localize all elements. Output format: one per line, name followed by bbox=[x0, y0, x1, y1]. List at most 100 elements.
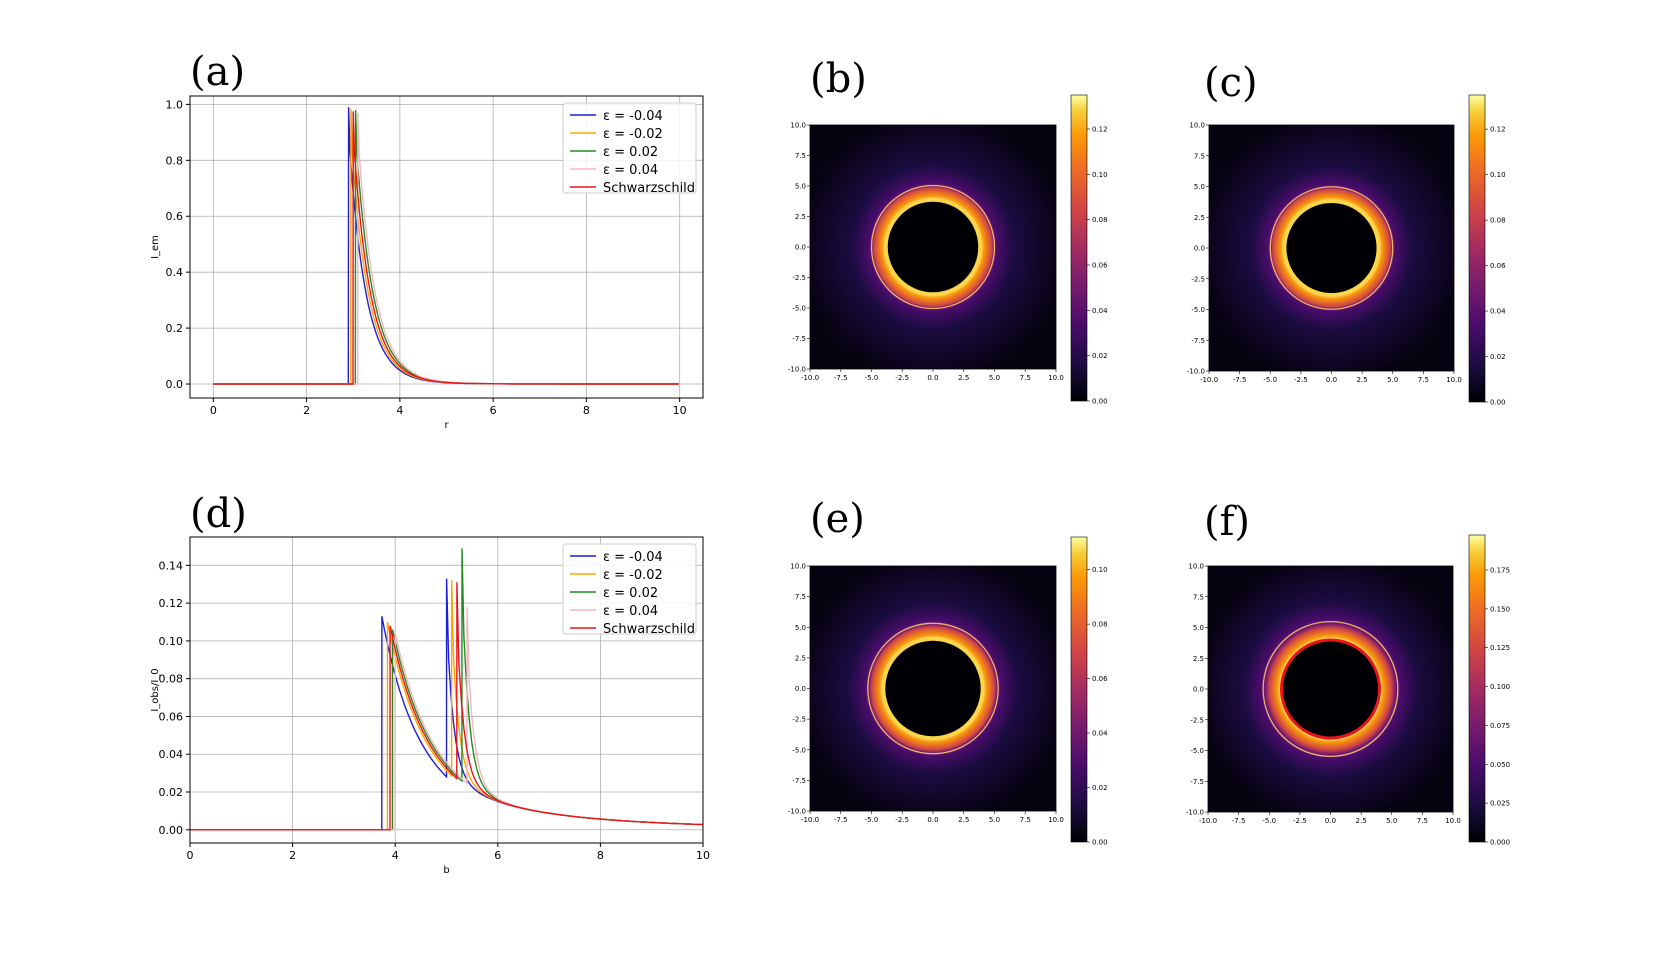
colorbar-tick-label: 0.10 bbox=[1490, 171, 1506, 179]
y-tick-label: -2.5 bbox=[792, 716, 806, 724]
panel-label-b: (b) bbox=[810, 56, 867, 102]
colorbar-tick-label: 0.06 bbox=[1092, 262, 1108, 270]
x-tick-label: 10.0 bbox=[1048, 816, 1064, 824]
heatmap-c: -10.0 -7.5 -5.0 -2.5 0.0 2.5 5.0 7.5 10.0 10.0 7.5… bbox=[1187, 94, 1506, 407]
plot-frame bbox=[189, 95, 704, 399]
y-tick-label: 10.0 bbox=[790, 122, 806, 130]
legend-label: Schwarzschild bbox=[603, 622, 695, 637]
panel-label-f: (f) bbox=[1204, 499, 1250, 545]
legend-box bbox=[562, 102, 697, 194]
x-tick-label: -5.0 bbox=[865, 816, 879, 824]
y-tick-label: 0.04 bbox=[159, 748, 184, 761]
legend-label: Schwarzschild bbox=[603, 181, 695, 196]
x-tick-label: 4 bbox=[392, 849, 399, 862]
x-tick-label: -7.5 bbox=[1233, 376, 1247, 384]
y-tick-label: -7.5 bbox=[1190, 778, 1204, 786]
y-tick-label: 7.5 bbox=[1194, 152, 1205, 160]
x-tick-label: 0 bbox=[210, 404, 217, 417]
colorbar-tick-label: 0.02 bbox=[1092, 784, 1108, 792]
y-tick-label: -7.5 bbox=[792, 777, 806, 785]
y-tick-label: 0.08 bbox=[159, 673, 184, 686]
legend-label: ε = 0.04 bbox=[603, 604, 658, 619]
y-tick-label: -5.0 bbox=[1191, 306, 1205, 314]
x-tick-label: 2.5 bbox=[958, 816, 969, 824]
y-tick-label: -10.0 bbox=[1187, 368, 1205, 376]
inner-edge bbox=[882, 637, 984, 740]
x-tick-label: 0.0 bbox=[1326, 376, 1337, 384]
x-tick-label: -5.0 bbox=[865, 374, 879, 382]
x-tick-label: 0.0 bbox=[927, 374, 938, 382]
y-tick-label: 0.12 bbox=[159, 597, 184, 610]
y-tick-label: -2.5 bbox=[792, 274, 806, 282]
y-axis-label: I_em bbox=[150, 235, 161, 259]
x-tick-label: 5.0 bbox=[1387, 376, 1398, 384]
y-tick-label: 0.0 bbox=[1194, 245, 1205, 253]
colorbar bbox=[1070, 536, 1088, 843]
photon-ring bbox=[1269, 186, 1394, 310]
y-tick-label: 5.0 bbox=[795, 624, 806, 632]
shadow-disk bbox=[883, 639, 983, 738]
x-tick-label: -5.0 bbox=[1262, 817, 1276, 825]
y-tick-label: 5.0 bbox=[1193, 624, 1204, 632]
panel-label-a: (a) bbox=[190, 49, 245, 95]
x-tick-label: 0.0 bbox=[1325, 817, 1336, 825]
y-tick-label: 1.0 bbox=[166, 98, 184, 111]
y-tick-label: 0.06 bbox=[159, 710, 184, 723]
inner-edge bbox=[1283, 199, 1380, 297]
colorbar-tick-label: 0.06 bbox=[1092, 675, 1108, 683]
x-tick-label: 0 bbox=[187, 849, 194, 862]
y-tick-label: 0.2 bbox=[166, 322, 184, 335]
y-tick-label: -5.0 bbox=[792, 746, 806, 754]
x-tick-label: 4 bbox=[396, 404, 403, 417]
colorbar-tick-label: 0.100 bbox=[1490, 683, 1510, 691]
y-tick-label: 0.6 bbox=[166, 210, 184, 223]
colorbar-tick-label: 0.06 bbox=[1490, 262, 1506, 270]
colorbar-tick-label: 0.02 bbox=[1490, 353, 1506, 361]
x-tick-label: 2.5 bbox=[1356, 817, 1367, 825]
y-tick-label: 2.5 bbox=[1194, 214, 1205, 222]
y-tick-label: -10.0 bbox=[788, 366, 806, 374]
x-tick-label: 8 bbox=[597, 849, 604, 862]
colorbar-tick-label: 0.175 bbox=[1490, 566, 1510, 574]
y-tick-label: 0.8 bbox=[166, 154, 184, 167]
colorbar-tick-label: 0.10 bbox=[1092, 171, 1108, 179]
y-tick-label: 0.02 bbox=[159, 786, 184, 799]
y-tick-label: 0.10 bbox=[159, 635, 184, 648]
x-tick-label: -10.0 bbox=[801, 816, 819, 824]
x-tick-label: -7.5 bbox=[834, 374, 848, 382]
x-axis-label: r bbox=[444, 420, 449, 431]
legend-label: ε = 0.02 bbox=[603, 145, 658, 160]
y-tick-label: 2.5 bbox=[795, 654, 806, 662]
x-tick-label: 8 bbox=[583, 404, 590, 417]
colorbar-tick-label: 0.050 bbox=[1490, 761, 1510, 769]
x-tick-label: -10.0 bbox=[1199, 817, 1217, 825]
x-tick-label: 6 bbox=[494, 849, 501, 862]
plot-frame bbox=[189, 536, 704, 844]
y-tick-label: 10.0 bbox=[1188, 563, 1204, 571]
x-tick-label: -10.0 bbox=[1200, 376, 1218, 384]
x-tick-label: 5.0 bbox=[989, 816, 1000, 824]
y-tick-label: -2.5 bbox=[1190, 716, 1204, 724]
colorbar-tick-label: 0.02 bbox=[1092, 352, 1108, 360]
colorbar-tick-label: 0.125 bbox=[1490, 644, 1510, 652]
x-tick-label: -2.5 bbox=[895, 374, 909, 382]
series-line-4 bbox=[213, 111, 679, 385]
panel-label-e: (e) bbox=[810, 496, 865, 542]
x-tick-label: 2 bbox=[303, 404, 310, 417]
legend-label: ε = -0.02 bbox=[603, 127, 663, 142]
y-tick-label: 7.5 bbox=[1193, 593, 1204, 601]
colorbar-tick-label: 0.00 bbox=[1490, 399, 1506, 407]
colorbar-tick-label: 0.150 bbox=[1490, 605, 1510, 613]
x-tick-label: 10 bbox=[696, 849, 710, 862]
photon-ring bbox=[870, 184, 996, 310]
colorbar-tick-label: 0.00 bbox=[1092, 839, 1108, 847]
colorbar-tick-label: 0.000 bbox=[1490, 839, 1510, 847]
photon-ring bbox=[1262, 620, 1399, 758]
shadow-disk bbox=[1284, 201, 1379, 295]
x-tick-label: 7.5 bbox=[1418, 376, 1429, 384]
y-tick-label: -2.5 bbox=[1191, 275, 1205, 283]
colorbar-tick-label: 0.04 bbox=[1490, 308, 1506, 316]
y-tick-label: 0.4 bbox=[166, 266, 184, 279]
colorbar-tick-label: 0.12 bbox=[1092, 126, 1108, 134]
